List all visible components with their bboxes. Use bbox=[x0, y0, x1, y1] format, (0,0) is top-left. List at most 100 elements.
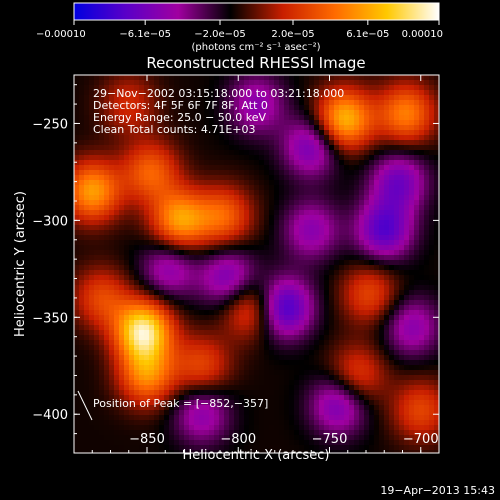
heatmap-pixel bbox=[124, 225, 130, 231]
heatmap-pixel bbox=[114, 305, 120, 311]
heatmap-pixel bbox=[384, 210, 390, 216]
heatmap-pixel bbox=[319, 400, 325, 406]
heatmap-pixel bbox=[244, 135, 250, 141]
heatmap-pixel bbox=[164, 185, 170, 191]
heatmap-pixel bbox=[324, 380, 330, 386]
heatmap-pixel bbox=[299, 235, 305, 241]
colorbar-units: (photons cm⁻² s⁻¹ asec⁻²) bbox=[191, 42, 320, 53]
heatmap-pixel bbox=[164, 390, 170, 396]
heatmap-pixel bbox=[424, 220, 430, 226]
heatmap-pixel bbox=[429, 115, 435, 121]
heatmap-pixel bbox=[184, 100, 190, 106]
heatmap-pixel bbox=[399, 385, 405, 391]
heatmap-pixel bbox=[94, 410, 100, 416]
heatmap-pixel bbox=[259, 365, 265, 371]
heatmap-pixel bbox=[89, 375, 95, 381]
heatmap-pixel bbox=[214, 145, 220, 151]
heatmap-pixel bbox=[189, 400, 195, 406]
heatmap-pixel bbox=[409, 90, 415, 96]
heatmap-pixel bbox=[309, 125, 315, 131]
heatmap-pixel bbox=[409, 110, 415, 116]
heatmap-pixel bbox=[219, 75, 225, 81]
heatmap-pixel bbox=[104, 335, 110, 341]
heatmap-pixel bbox=[369, 325, 375, 331]
heatmap-pixel bbox=[414, 160, 420, 166]
heatmap-pixel bbox=[244, 320, 250, 326]
heatmap-pixel bbox=[164, 365, 170, 371]
heatmap-pixel bbox=[189, 390, 195, 396]
heatmap-pixel bbox=[94, 180, 100, 186]
heatmap-pixel bbox=[104, 130, 110, 136]
heatmap-pixel bbox=[149, 220, 155, 226]
heatmap-pixel bbox=[364, 180, 370, 186]
heatmap-pixel bbox=[369, 105, 375, 111]
heatmap-pixel bbox=[224, 80, 230, 86]
heatmap-pixel bbox=[409, 280, 415, 286]
heatmap-pixel bbox=[309, 95, 315, 101]
heatmap-pixel bbox=[84, 260, 90, 266]
heatmap-pixel bbox=[314, 360, 320, 366]
heatmap-pixel bbox=[409, 400, 415, 406]
heatmap-pixel bbox=[354, 300, 360, 306]
heatmap-pixel bbox=[279, 185, 285, 191]
heatmap-pixel bbox=[249, 230, 255, 236]
heatmap-pixel bbox=[234, 110, 240, 116]
heatmap-pixel bbox=[374, 165, 380, 171]
heatmap-pixel bbox=[359, 280, 365, 286]
heatmap-pixel bbox=[219, 170, 225, 176]
heatmap-pixel bbox=[344, 95, 350, 101]
heatmap-pixel bbox=[119, 355, 125, 361]
heatmap-pixel bbox=[244, 170, 250, 176]
heatmap-pixel bbox=[359, 285, 365, 291]
heatmap-pixel bbox=[359, 395, 365, 401]
heatmap-pixel bbox=[229, 255, 235, 261]
heatmap-pixel bbox=[104, 160, 110, 166]
heatmap-pixel bbox=[229, 80, 235, 86]
heatmap-pixel bbox=[149, 335, 155, 341]
heatmap-pixel bbox=[319, 365, 325, 371]
heatmap-pixel bbox=[239, 275, 245, 281]
heatmap-pixel bbox=[199, 395, 205, 401]
heatmap-pixel bbox=[234, 210, 240, 216]
heatmap-pixel bbox=[189, 170, 195, 176]
heatmap-pixel bbox=[314, 320, 320, 326]
heatmap-pixel bbox=[319, 410, 325, 416]
heatmap-pixel bbox=[214, 200, 220, 206]
heatmap-pixel bbox=[399, 305, 405, 311]
heatmap-pixel bbox=[429, 390, 435, 396]
heatmap-pixel bbox=[184, 355, 190, 361]
heatmap-pixel bbox=[409, 310, 415, 316]
heatmap-pixel bbox=[344, 180, 350, 186]
heatmap-pixel bbox=[84, 330, 90, 336]
heatmap-pixel bbox=[164, 195, 170, 201]
heatmap-pixel bbox=[124, 300, 130, 306]
heatmap-pixel bbox=[184, 165, 190, 171]
heatmap-pixel bbox=[194, 145, 200, 151]
heatmap-pixel bbox=[334, 165, 340, 171]
heatmap-pixel bbox=[199, 120, 205, 126]
heatmap-pixel bbox=[89, 370, 95, 376]
heatmap-pixel bbox=[214, 260, 220, 266]
heatmap-pixel bbox=[304, 230, 310, 236]
heatmap-pixel bbox=[294, 270, 300, 276]
heatmap-pixel bbox=[109, 120, 115, 126]
heatmap-pixel bbox=[79, 265, 85, 271]
heatmap-pixel bbox=[304, 245, 310, 251]
heatmap-pixel bbox=[189, 220, 195, 226]
heatmap-pixel bbox=[214, 285, 220, 291]
heatmap-pixel bbox=[184, 320, 190, 326]
heatmap-pixel bbox=[324, 295, 330, 301]
heatmap-pixel bbox=[264, 380, 270, 386]
heatmap-pixel bbox=[129, 195, 135, 201]
heatmap-pixel bbox=[374, 145, 380, 151]
heatmap-pixel bbox=[164, 410, 170, 416]
heatmap-pixel bbox=[284, 140, 290, 146]
heatmap-pixel bbox=[354, 305, 360, 311]
heatmap-pixel bbox=[384, 290, 390, 296]
heatmap-pixel bbox=[339, 150, 345, 156]
heatmap-pixel bbox=[239, 80, 245, 86]
heatmap-pixel bbox=[389, 195, 395, 201]
heatmap-pixel bbox=[384, 130, 390, 136]
heatmap-pixel bbox=[314, 235, 320, 241]
heatmap-pixel bbox=[349, 395, 355, 401]
